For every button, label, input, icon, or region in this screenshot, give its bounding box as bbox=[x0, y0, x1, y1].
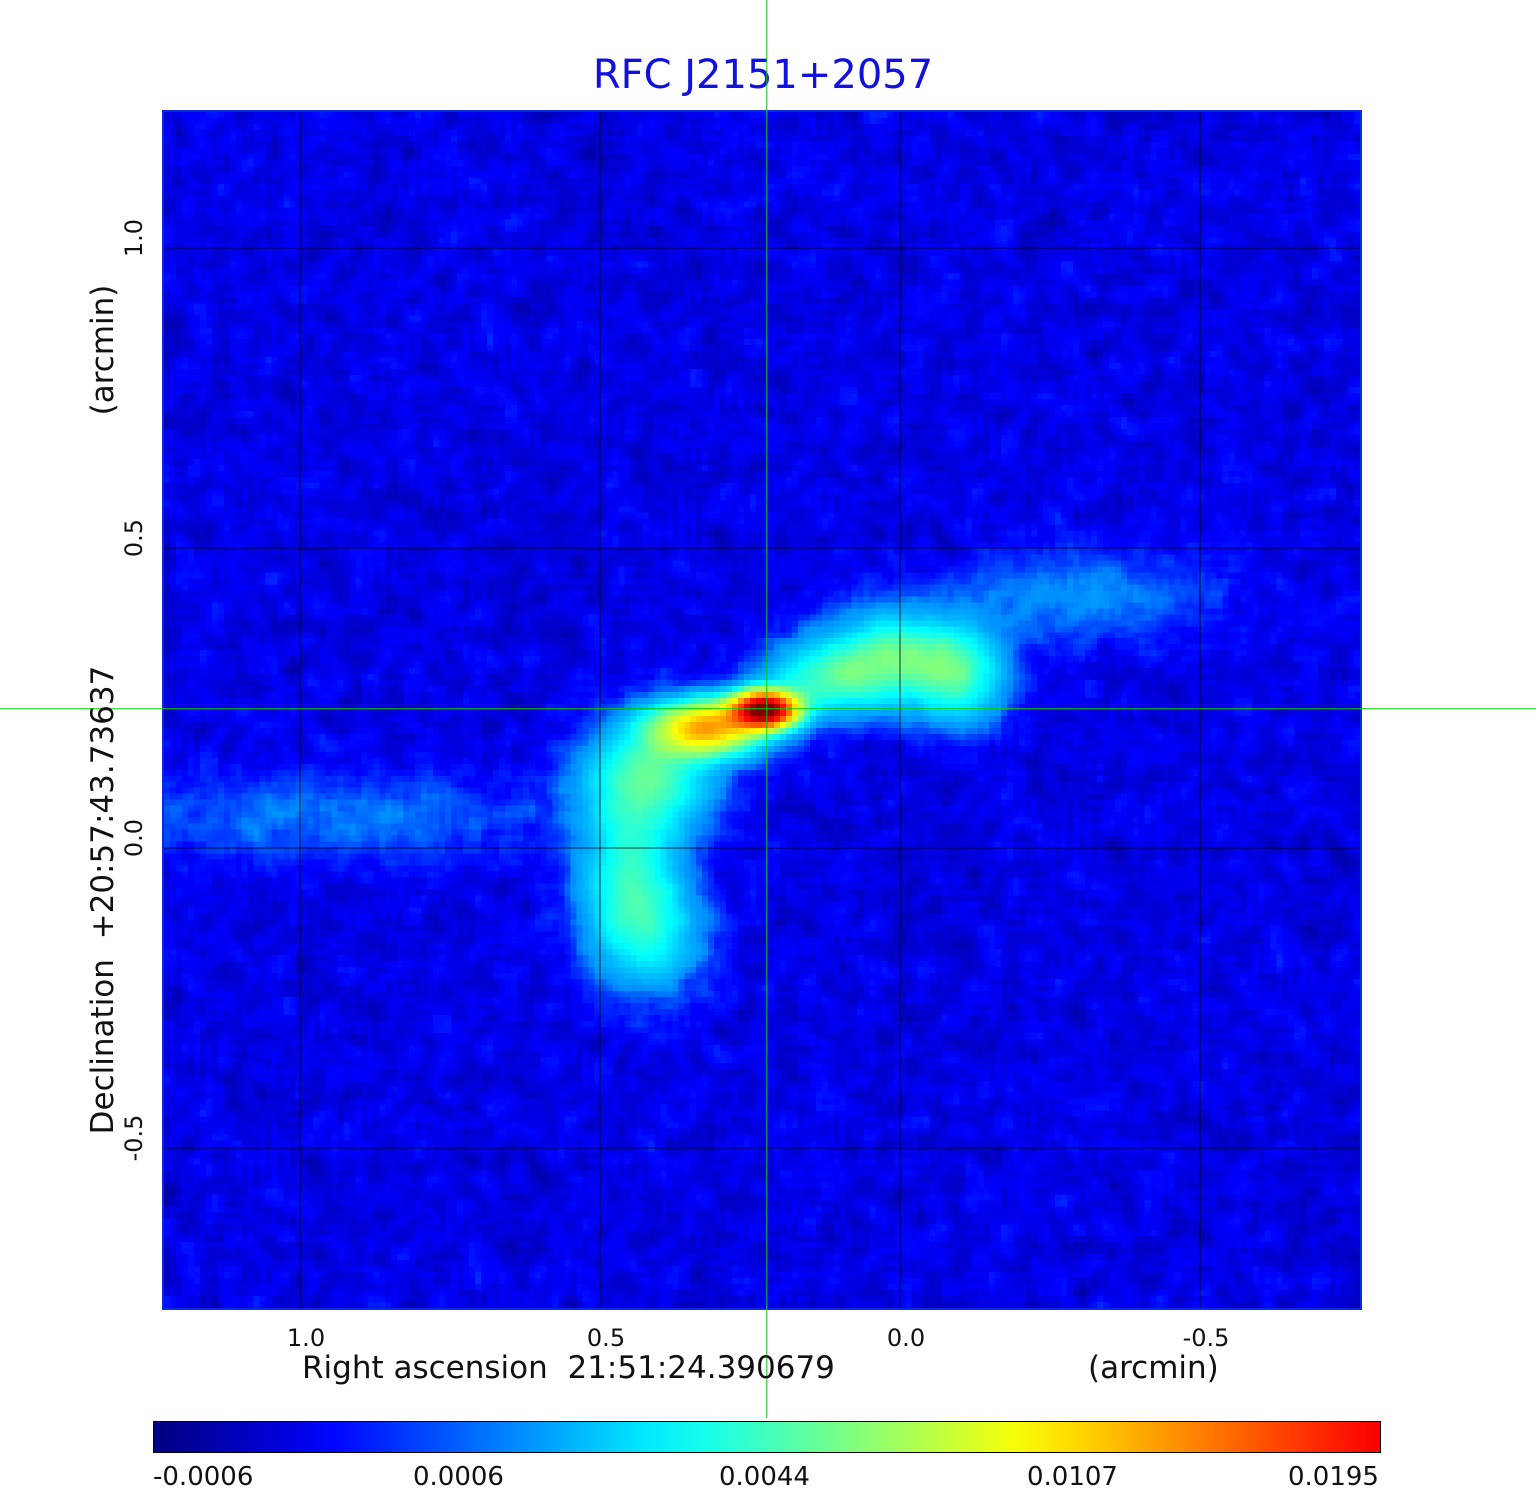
x-tick-label: 0.0 bbox=[886, 1324, 926, 1352]
intensity-map bbox=[164, 112, 1360, 1308]
y-tick-label: 0.0 bbox=[120, 818, 148, 858]
y-tick-label: 1.0 bbox=[120, 218, 148, 258]
x-tick-label: 0.5 bbox=[586, 1324, 626, 1352]
x-tick-label: 1.0 bbox=[286, 1324, 326, 1352]
colorbar bbox=[153, 1421, 1381, 1453]
colorbar-tick-label: 0.0044 bbox=[719, 1462, 810, 1492]
y-tick-label: -0.5 bbox=[120, 1114, 148, 1162]
x-axis-unit: (arcmin) bbox=[1088, 1350, 1219, 1386]
y-axis-unit: (arcmin) bbox=[85, 284, 121, 416]
x-tick-label: -0.5 bbox=[1182, 1324, 1230, 1352]
colorbar-tick-label: 0.0107 bbox=[1027, 1462, 1118, 1492]
y-tick-label: 0.5 bbox=[120, 518, 148, 558]
colorbar-tick-label: 0.0195 bbox=[1288, 1462, 1379, 1492]
y-axis-label: Declination +20:57:43.73637 bbox=[85, 665, 121, 1135]
colorbar-tick-label: 0.0006 bbox=[413, 1462, 504, 1492]
chart-title: RFC J2151+2057 bbox=[592, 52, 934, 98]
x-axis-label: Right ascension 21:51:24.390679 bbox=[302, 1350, 835, 1386]
colorbar-tick-label: -0.0006 bbox=[153, 1462, 254, 1492]
image-map bbox=[162, 110, 1362, 1310]
